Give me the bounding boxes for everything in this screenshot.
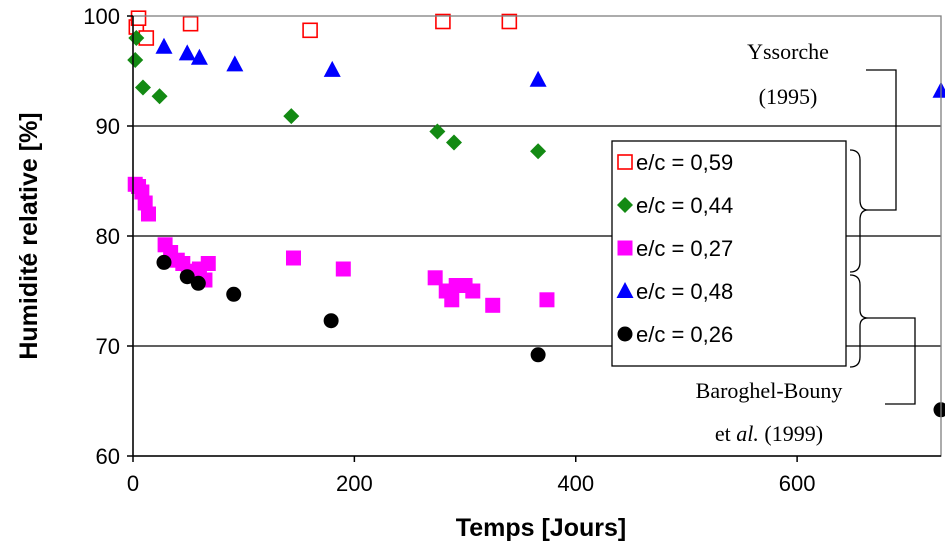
data-point-series-3 (485, 297, 501, 313)
data-point-series-2 (283, 108, 300, 125)
x-tick-label: 600 (779, 471, 816, 496)
data-point-series-4 (178, 44, 196, 61)
x-tick-label: 0 (127, 471, 139, 496)
x-axis-label: Temps [Jours] (456, 514, 626, 542)
x-tick-label: 200 (336, 471, 373, 496)
data-point-series-5 (530, 347, 546, 363)
data-point-series-4 (155, 37, 173, 54)
data-point-series-2 (445, 134, 462, 151)
data-point-series-5 (190, 275, 206, 291)
data-point-series-5 (226, 286, 242, 302)
legend-label-5: e/c = 0,26 (636, 322, 733, 347)
axes: 60 70 80 90 100 0 200 400 600 (83, 4, 942, 496)
data-point-series-2 (127, 52, 144, 68)
brace-yssorche (849, 149, 869, 273)
legend-marker-1 (617, 154, 633, 170)
legend-label-2: e/c = 0,44 (636, 193, 733, 218)
data-point-series-4 (190, 48, 208, 65)
data-point-series-4 (932, 81, 945, 98)
leader-line-baroghel (868, 317, 916, 405)
legend-label-3: e/c = 0,27 (636, 236, 733, 261)
data-point-series-4 (323, 60, 341, 77)
data-point-series-1 (182, 15, 199, 32)
y-tick-label: 100 (83, 4, 120, 29)
leader-line-yssorche (866, 69, 897, 211)
data-point-series-5 (323, 313, 339, 329)
data-point-series-5 (156, 254, 172, 270)
data-point-series-2 (429, 123, 446, 140)
annotation-baroghel-line-1: Baroghel-Bouny (696, 378, 843, 403)
data-points (127, 10, 945, 418)
data-point-series-5 (933, 402, 945, 418)
legend-marker-5 (617, 326, 633, 342)
legend-marker-2 (617, 197, 633, 213)
data-point-series-3 (539, 292, 555, 308)
data-point-series-3 (444, 292, 460, 308)
annotation-yssorche-line-1: Yssorche (747, 39, 829, 64)
y-tick-label: 80 (96, 224, 120, 249)
data-point-series-1 (130, 10, 147, 26)
legend-label-1: e/c = 0,59 (636, 150, 733, 175)
data-point-series-4 (226, 55, 244, 72)
brace-baroghel (849, 274, 869, 368)
data-point-series-3 (335, 261, 351, 277)
y-tick-label: 60 (96, 444, 120, 469)
data-point-series-4 (529, 70, 547, 87)
legend-marker-4 (616, 282, 634, 298)
x-tick-label: 400 (557, 471, 594, 496)
annotation-baroghel-line-2: et al. (1999) (715, 421, 823, 446)
data-point-series-3 (285, 250, 301, 266)
data-point-series-1 (302, 22, 318, 39)
data-point-series-3 (140, 206, 156, 222)
y-axis-label: Humidité relative [%] (15, 112, 43, 359)
annotations: Yssorche (1995) Baroghel-Bouny et al. (1999… (696, 39, 916, 446)
annotation-yssorche-line-2: (1995) (759, 84, 818, 109)
legend-box (611, 140, 847, 367)
legend-label-4: e/c = 0,48 (636, 279, 733, 304)
data-point-series-1 (435, 13, 451, 30)
data-point-series-3 (465, 283, 481, 299)
data-point-series-2 (134, 79, 151, 96)
y-tick-label: 90 (96, 114, 120, 139)
data-point-series-5 (179, 269, 195, 285)
data-point-series-2 (530, 143, 547, 160)
data-point-series-1 (501, 13, 518, 30)
data-point-series-3 (427, 270, 443, 286)
legend-marker-3 (617, 240, 633, 256)
data-point-series-3 (200, 256, 216, 271)
data-point-series-2 (151, 88, 168, 105)
y-tick-label: 70 (96, 334, 120, 359)
legend: e/c = 0,59 e/c = 0,44 e/c = 0,27 e/c = 0,48… (611, 140, 847, 367)
